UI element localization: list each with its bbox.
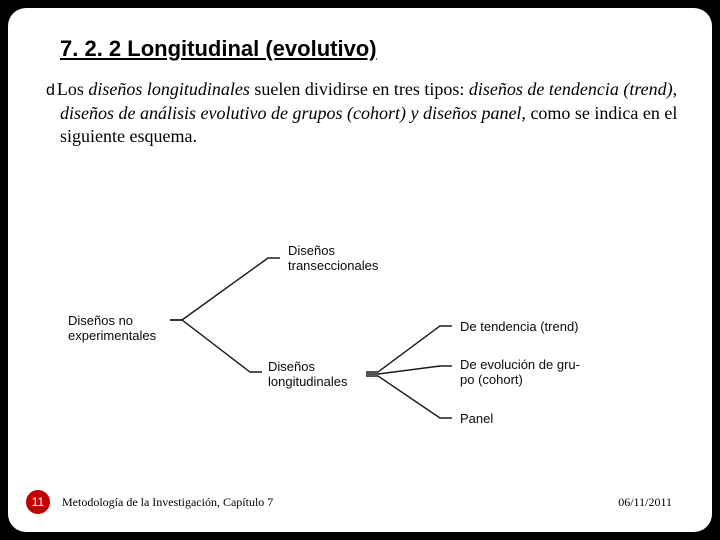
- diagram-edge: [366, 366, 452, 374]
- diagram-edge: [366, 326, 452, 372]
- footer-source: Metodología de la Investigación, Capítul…: [62, 495, 273, 510]
- page-number: 11: [32, 495, 44, 509]
- para-mid: suelen dividirse en tres tipos:: [250, 79, 469, 99]
- slide-title: 7. 2. 2 Longitudinal (evolutivo): [60, 36, 678, 62]
- diagram-edge: [170, 320, 262, 372]
- diagram-node-root: Diseños noexperimentales: [68, 314, 156, 344]
- diagram-container: Diseños noexperimentales Diseñostransecci…: [68, 228, 648, 458]
- slide-frame: 7. 2. 2 Longitudinal (evolutivo) dLos di…: [8, 8, 712, 532]
- para-prefix: Los: [57, 79, 89, 99]
- bullet-icon: d: [46, 82, 55, 99]
- diagram-node-trend: De tendencia (trend): [460, 320, 579, 335]
- diagram-edge: [366, 376, 452, 418]
- body-paragraph: dLos diseños longitudinales suelen divid…: [46, 78, 678, 149]
- footer-date: 06/11/2011: [618, 495, 672, 510]
- diagram-edge: [170, 258, 280, 320]
- diagram-node-longi: Diseñoslongitudinales: [268, 360, 348, 390]
- diagram-node-trans: Diseñostranseccionales: [288, 244, 378, 274]
- para-italic-1: diseños longitudinales: [88, 79, 250, 99]
- diagram-node-panel: Panel: [460, 412, 493, 427]
- diagram-node-cohort: De evolución de gru-po (cohort): [460, 358, 580, 388]
- page-number-badge: 11: [26, 490, 50, 514]
